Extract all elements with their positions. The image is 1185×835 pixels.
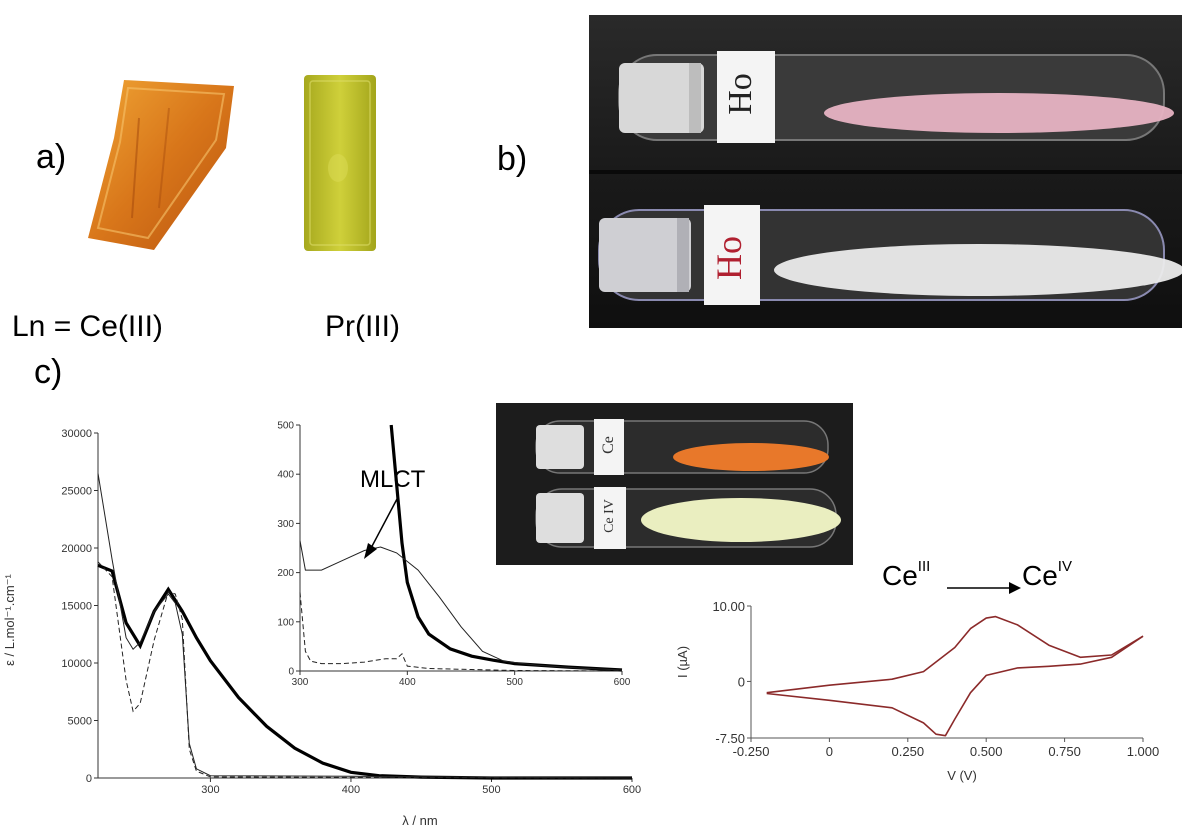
mlct-label: MLCT — [360, 466, 426, 493]
uv-vis-x-tick-label: 400 — [342, 784, 360, 796]
uv-vis-y-tick-label: 10000 — [61, 658, 92, 670]
inset-y-tick-label: 0 — [288, 667, 294, 678]
inset-x-tick-label: 400 — [399, 677, 416, 688]
ce-iv-base: Ce — [1022, 560, 1058, 591]
cv-x-tick-label: 0.250 — [892, 744, 925, 759]
cv-y-tick-label: -7.50 — [715, 731, 745, 746]
mlct-arrow — [364, 498, 398, 559]
panel-a-label: a) — [36, 138, 67, 176]
inset-series-thin — [299, 540, 623, 671]
ce-iii-sup: III — [917, 558, 931, 575]
inset-x-tick-label: 600 — [614, 677, 631, 688]
uv-vis-y-tick-label: 25000 — [61, 485, 92, 497]
panel-c-label: c) — [34, 353, 63, 391]
ce-vial-label-top: Ce — [600, 436, 617, 454]
ce-iv-sup: IV — [1057, 558, 1072, 575]
holmium-vials-photo: Ho Ho — [589, 15, 1182, 328]
white-powder — [774, 244, 1182, 296]
cv-y-tick-label: 0 — [738, 674, 745, 689]
cv-chart: -0.250 0 0.250 0.500 0.750 1.000 -7.50 0 10.00 V… — [675, 599, 1160, 783]
cerium-vials-photo: Ce Ce IV — [496, 403, 853, 565]
ce-vial-label-bottom: Ce IV — [602, 499, 617, 533]
inset-y-tick-label: 300 — [277, 519, 294, 530]
uv-vis-y-tick-label: 5000 — [68, 715, 92, 727]
oxidation-arrow — [947, 582, 1021, 594]
cv-x-tick-label: 1.000 — [1127, 744, 1160, 759]
pink-powder — [824, 93, 1174, 133]
uv-vis-series-thin — [97, 473, 633, 779]
uv-vis-x-tick-label: 300 — [201, 784, 219, 796]
cv-x-tick-label: -0.250 — [733, 744, 770, 759]
uv-vis-inset-chart: 300 400 500 600 0 100 200 300 400 500 — [277, 421, 631, 689]
inset-y-tick-label: 200 — [277, 568, 294, 579]
panel-b-label: b) — [497, 140, 528, 178]
uv-vis-ylabel: ε / L.mol⁻¹.cm⁻¹ — [2, 573, 17, 665]
uv-vis-series-thick — [97, 563, 632, 780]
cv-forward-scan — [766, 615, 1144, 694]
cv-y-tick-label: 10.00 — [712, 599, 745, 614]
ce-iii-base: Ce — [882, 560, 918, 591]
inset-y-tick-label: 500 — [277, 421, 294, 432]
cv-ylabel: I (µA) — [675, 646, 690, 678]
pr-crystal-image — [304, 75, 376, 251]
inset-y-tick-label: 100 — [277, 617, 294, 628]
inset-series-thick — [389, 424, 623, 672]
inset-x-tick-label: 300 — [292, 677, 309, 688]
uv-vis-x-tick-label: 500 — [482, 784, 500, 796]
cv-x-tick-label: 0.500 — [970, 744, 1003, 759]
uv-vis-y-tick-label: 15000 — [61, 600, 92, 612]
uv-vis-y-tick-label: 20000 — [61, 543, 92, 555]
inset-y-tick-label: 400 — [277, 470, 294, 481]
ce-iv-label: CeIV — [1022, 558, 1072, 592]
ho-label-bottom: Ho — [709, 236, 749, 280]
uv-vis-y-tick-label: 30000 — [61, 428, 92, 440]
ho-label-top: Ho — [722, 73, 759, 115]
uv-vis-xlabel: λ / nm — [402, 813, 437, 828]
ce-iii-label: CeIII — [882, 558, 931, 592]
ce-caption: Ln = Ce(III) — [12, 310, 163, 343]
cv-x-tick-label: 0.750 — [1048, 744, 1081, 759]
uv-vis-y-tick-label: 0 — [86, 773, 92, 785]
uv-vis-series-dashed — [97, 561, 633, 779]
pr-caption: Pr(III) — [325, 310, 400, 343]
cv-xlabel: V (V) — [947, 768, 977, 783]
cv-reverse-scan — [766, 635, 1144, 737]
inset-x-tick-label: 500 — [506, 677, 523, 688]
ce-crystal-image — [88, 80, 234, 250]
cv-x-tick-label: 0 — [826, 744, 833, 759]
uv-vis-chart: 300 400 500 6000500010000150002000025000300… — [2, 428, 641, 828]
yellow-powder — [641, 498, 841, 542]
orange-powder — [673, 443, 829, 471]
uv-vis-x-tick-label: 600 — [623, 784, 641, 796]
inset-series-dashed — [299, 592, 623, 672]
